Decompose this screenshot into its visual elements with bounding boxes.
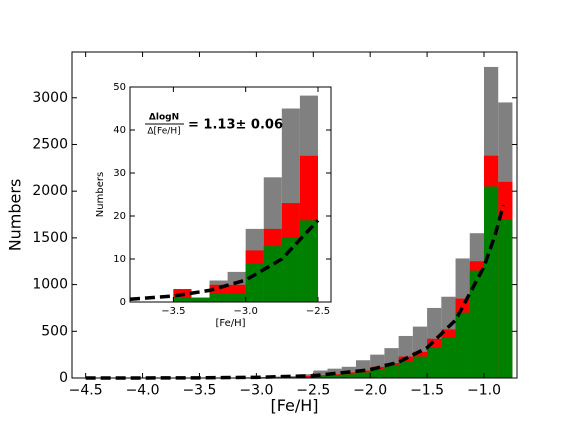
bar bbox=[245, 263, 264, 302]
annotation-numerator: ΔlogN bbox=[149, 113, 179, 123]
y-tick-label: 0 bbox=[59, 370, 68, 386]
x-tick-label: −1.5 bbox=[410, 383, 444, 399]
x-tick-label: −3.0 bbox=[239, 383, 273, 399]
x-tick-label: −2.5 bbox=[296, 383, 330, 399]
y-tick-label: 500 bbox=[41, 323, 68, 339]
x-tick-label: −4.0 bbox=[126, 383, 160, 399]
bar bbox=[191, 297, 210, 302]
annotation-text: = 1.13± 0.06 bbox=[188, 118, 283, 133]
x-tick-label: −3.0 bbox=[234, 306, 258, 317]
plot-frame bbox=[129, 86, 332, 303]
fit-line bbox=[85, 204, 506, 380]
y-axis-label: Numbers bbox=[95, 172, 106, 217]
x-axis-label: [Fe/H] bbox=[215, 318, 245, 329]
plot-frame bbox=[71, 51, 518, 379]
x-tick-label: −4.5 bbox=[69, 383, 103, 399]
y-tick-label: 0 bbox=[120, 297, 126, 308]
bar bbox=[209, 293, 228, 302]
y-tick-label: 30 bbox=[113, 168, 126, 179]
bar bbox=[498, 219, 513, 378]
bar bbox=[412, 356, 428, 378]
bar bbox=[469, 270, 484, 378]
x-tick-label: −2.5 bbox=[306, 306, 330, 317]
bar bbox=[263, 246, 282, 302]
bar bbox=[341, 374, 356, 378]
bar bbox=[327, 375, 342, 378]
bar bbox=[483, 186, 499, 378]
bar bbox=[355, 372, 371, 378]
x-tick-label: −1.0 bbox=[467, 383, 501, 399]
bar bbox=[441, 337, 456, 378]
y-tick-label: 3000 bbox=[32, 90, 68, 106]
y-tick-label: 40 bbox=[113, 125, 126, 136]
bar bbox=[370, 369, 385, 378]
bar bbox=[173, 297, 192, 302]
x-tick-label: −2.0 bbox=[353, 383, 387, 399]
y-axis-label: Numbers bbox=[6, 179, 25, 252]
fit-line bbox=[129, 219, 320, 301]
annotation-denominator: Δ[Fe/H] bbox=[147, 127, 180, 137]
bar bbox=[384, 365, 399, 378]
x-tick-label: −3.5 bbox=[182, 383, 216, 399]
bar bbox=[455, 312, 470, 378]
x-tick-label: −3.5 bbox=[161, 306, 185, 317]
bar bbox=[227, 293, 246, 302]
y-tick-label: 1500 bbox=[32, 230, 68, 246]
y-tick-label: 10 bbox=[113, 254, 126, 265]
bar bbox=[299, 220, 318, 302]
y-tick-label: 1000 bbox=[32, 277, 68, 293]
y-tick-label: 2000 bbox=[32, 183, 68, 199]
y-tick-label: 20 bbox=[113, 211, 126, 222]
y-tick-label: 2500 bbox=[32, 136, 68, 152]
bar bbox=[313, 376, 328, 378]
bar bbox=[427, 347, 442, 378]
bar bbox=[398, 361, 413, 378]
y-tick-label: 50 bbox=[113, 82, 126, 93]
x-axis-label: [Fe/H] bbox=[270, 396, 318, 415]
